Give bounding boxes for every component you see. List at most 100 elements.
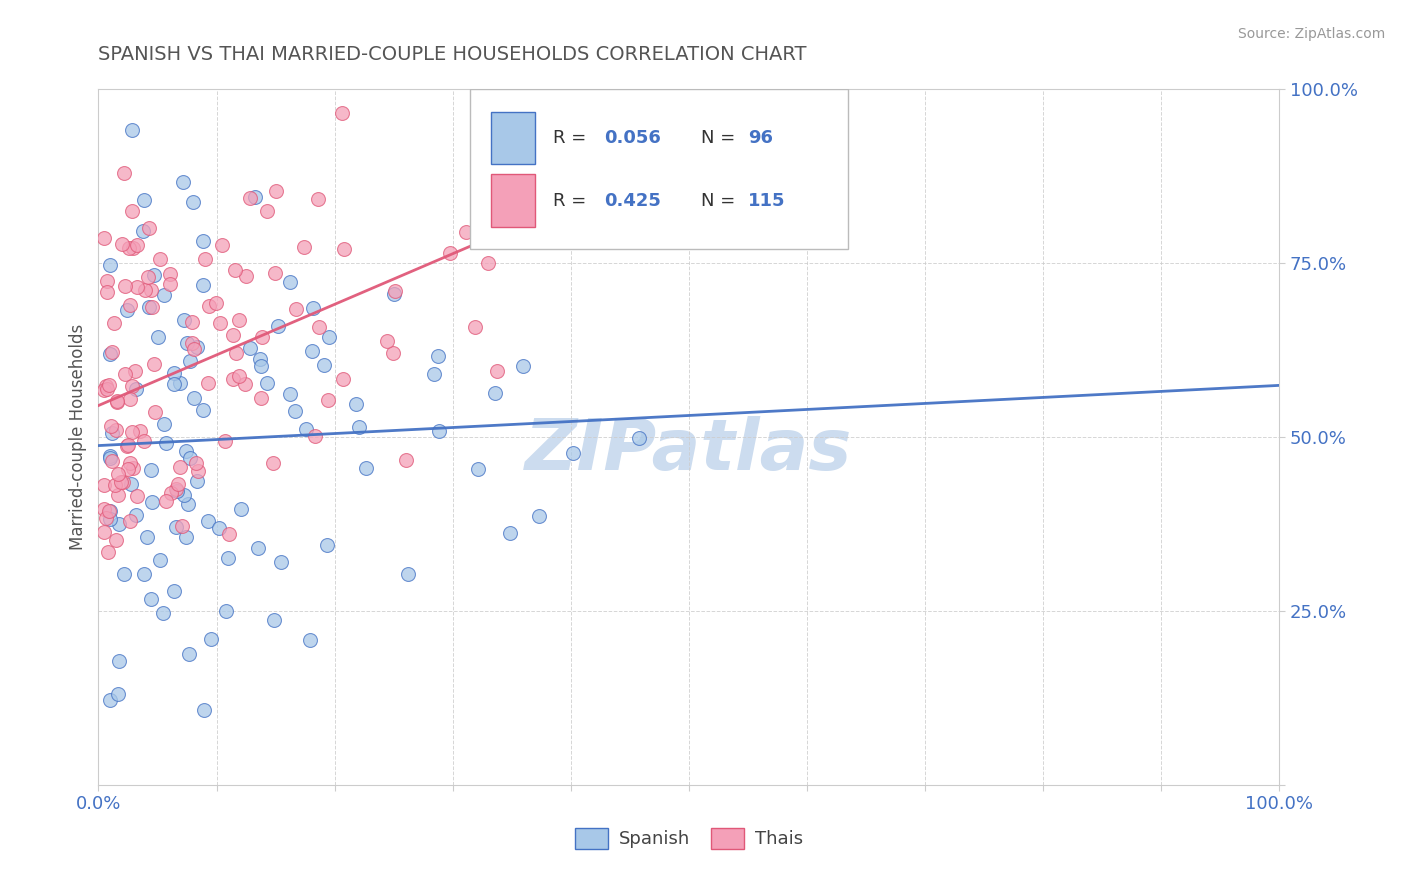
- Point: [146, 330, 169, 344]
- Point: [318, 330, 340, 344]
- Point: [529, 508, 551, 523]
- Point: [267, 318, 290, 333]
- Point: [98, 449, 121, 463]
- Point: [264, 184, 287, 198]
- Point: [120, 392, 142, 406]
- Point: [295, 422, 318, 436]
- Point: [114, 278, 136, 293]
- Text: N =: N =: [700, 192, 741, 210]
- Point: [139, 462, 162, 476]
- Point: [104, 478, 127, 492]
- Point: [112, 475, 135, 489]
- Point: [183, 391, 205, 405]
- Point: [180, 315, 202, 329]
- Point: [204, 296, 226, 310]
- Point: [118, 241, 141, 255]
- Point: [354, 460, 377, 475]
- Point: [136, 270, 159, 285]
- Point: [163, 376, 186, 391]
- Point: [263, 267, 285, 281]
- Point: [138, 300, 160, 314]
- Point: [96, 382, 118, 396]
- Point: [125, 279, 148, 293]
- Point: [186, 475, 208, 489]
- Point: [235, 268, 257, 283]
- Point: [186, 340, 208, 354]
- Point: [382, 346, 405, 360]
- Point: [96, 274, 118, 288]
- Point: [152, 607, 174, 621]
- Bar: [491, 175, 536, 227]
- Bar: [491, 112, 536, 164]
- Point: [105, 394, 128, 409]
- Point: [181, 194, 204, 209]
- Point: [98, 347, 121, 361]
- Point: [117, 440, 139, 454]
- Point: [285, 302, 308, 317]
- Point: [117, 438, 139, 452]
- Point: [562, 446, 585, 460]
- Point: [250, 330, 273, 344]
- Point: [97, 378, 120, 392]
- Point: [153, 288, 176, 302]
- Point: [194, 252, 217, 266]
- Point: [280, 275, 302, 289]
- Point: [122, 461, 145, 475]
- Point: [138, 220, 160, 235]
- Point: [135, 530, 157, 544]
- Point: [97, 545, 120, 559]
- Point: [120, 456, 142, 470]
- Point: [308, 319, 330, 334]
- Point: [96, 510, 118, 524]
- Point: [167, 477, 190, 491]
- Point: [125, 508, 148, 523]
- Point: [349, 420, 371, 434]
- Point: [166, 484, 188, 499]
- Point: [141, 495, 163, 509]
- Point: [224, 263, 246, 277]
- Point: [124, 364, 146, 378]
- Point: [485, 364, 508, 378]
- Point: [132, 434, 155, 448]
- Point: [307, 192, 329, 206]
- Point: [256, 376, 278, 391]
- Point: [134, 283, 156, 297]
- Text: 0.425: 0.425: [605, 192, 661, 210]
- Point: [107, 516, 129, 531]
- Point: [112, 166, 135, 180]
- Point: [98, 512, 121, 526]
- Text: SPANISH VS THAI MARRIED-COUPLE HOUSEHOLDS CORRELATION CHART: SPANISH VS THAI MARRIED-COUPLE HOUSEHOLD…: [98, 45, 807, 63]
- Point: [143, 405, 166, 419]
- Point: [263, 613, 285, 627]
- Point: [100, 344, 122, 359]
- Point: [105, 394, 128, 409]
- Point: [193, 234, 215, 248]
- Point: [111, 237, 134, 252]
- Point: [333, 242, 356, 256]
- Point: [121, 123, 143, 137]
- Point: [115, 303, 138, 318]
- Point: [477, 256, 499, 270]
- Point: [107, 687, 129, 701]
- Point: [108, 654, 131, 668]
- Point: [121, 379, 143, 393]
- Point: [149, 552, 172, 566]
- Point: [181, 335, 204, 350]
- Point: [159, 277, 181, 291]
- Point: [98, 258, 121, 272]
- Text: R =: R =: [553, 129, 592, 147]
- Point: [222, 372, 245, 386]
- Point: [211, 238, 233, 252]
- Point: [467, 461, 489, 475]
- Point: [141, 300, 163, 314]
- Point: [179, 451, 201, 466]
- Point: [124, 382, 146, 396]
- Point: [225, 346, 247, 360]
- Point: [139, 591, 162, 606]
- Point: [143, 268, 166, 282]
- Point: [456, 225, 478, 239]
- Point: [292, 240, 315, 254]
- Point: [94, 379, 117, 393]
- Point: [183, 343, 205, 357]
- Point: [125, 490, 148, 504]
